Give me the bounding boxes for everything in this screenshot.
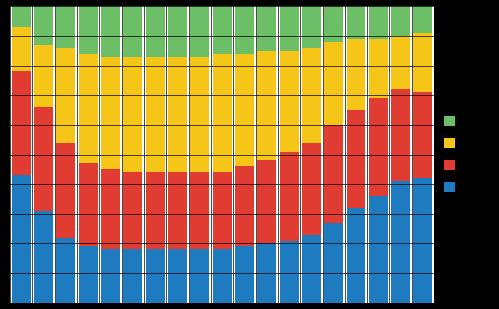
Bar xyxy=(101,57,120,169)
Bar xyxy=(414,6,433,33)
Bar xyxy=(235,166,254,247)
Bar xyxy=(414,178,433,303)
Bar xyxy=(279,51,298,151)
Bar xyxy=(146,6,165,57)
Bar xyxy=(168,249,187,303)
Bar xyxy=(79,6,98,54)
Bar xyxy=(34,107,53,211)
Bar xyxy=(79,54,98,163)
Bar xyxy=(279,240,298,303)
Bar xyxy=(79,163,98,247)
Bar xyxy=(302,143,321,235)
Bar xyxy=(324,125,343,223)
Bar xyxy=(369,196,388,303)
Bar xyxy=(34,45,53,107)
Bar xyxy=(168,172,187,249)
Bar xyxy=(34,211,53,303)
Bar xyxy=(123,57,142,172)
Bar xyxy=(414,33,433,92)
Bar xyxy=(56,143,75,238)
Bar xyxy=(190,57,209,172)
Bar xyxy=(346,39,365,110)
Bar xyxy=(391,6,410,36)
Bar xyxy=(257,51,276,160)
Bar xyxy=(369,39,388,98)
Bar xyxy=(123,249,142,303)
Bar xyxy=(101,249,120,303)
Bar xyxy=(11,27,30,71)
Bar xyxy=(369,6,388,39)
Bar xyxy=(56,6,75,48)
Bar xyxy=(302,235,321,303)
Bar xyxy=(302,48,321,143)
Bar xyxy=(213,6,232,54)
Bar xyxy=(11,71,30,175)
Bar xyxy=(146,57,165,172)
Bar xyxy=(257,160,276,243)
Bar xyxy=(213,249,232,303)
Bar xyxy=(391,181,410,303)
Bar xyxy=(168,6,187,57)
Bar xyxy=(414,92,433,178)
Bar xyxy=(146,172,165,249)
Bar xyxy=(190,6,209,57)
Bar xyxy=(190,172,209,249)
Bar xyxy=(279,151,298,240)
Bar xyxy=(190,249,209,303)
Bar xyxy=(101,169,120,249)
Bar xyxy=(34,6,53,45)
Bar xyxy=(123,172,142,249)
Bar xyxy=(279,6,298,51)
Bar xyxy=(324,223,343,303)
Bar xyxy=(56,238,75,303)
Bar xyxy=(324,42,343,125)
Bar xyxy=(168,57,187,172)
Bar xyxy=(257,6,276,51)
Bar xyxy=(123,6,142,57)
Bar xyxy=(11,175,30,303)
Bar xyxy=(56,48,75,143)
Bar xyxy=(302,6,321,48)
Bar xyxy=(213,172,232,249)
Bar xyxy=(146,249,165,303)
Bar xyxy=(346,208,365,303)
Bar xyxy=(235,247,254,303)
Bar xyxy=(391,89,410,181)
Bar xyxy=(324,6,343,42)
Bar xyxy=(346,6,365,39)
Bar xyxy=(101,6,120,57)
Bar xyxy=(79,247,98,303)
Bar xyxy=(213,54,232,172)
Bar xyxy=(235,6,254,54)
Legend: , , , : , , , xyxy=(444,116,459,193)
Bar xyxy=(369,98,388,196)
Bar xyxy=(346,110,365,208)
Bar xyxy=(257,243,276,303)
Bar xyxy=(391,36,410,89)
Bar xyxy=(11,6,30,27)
Bar xyxy=(235,54,254,166)
